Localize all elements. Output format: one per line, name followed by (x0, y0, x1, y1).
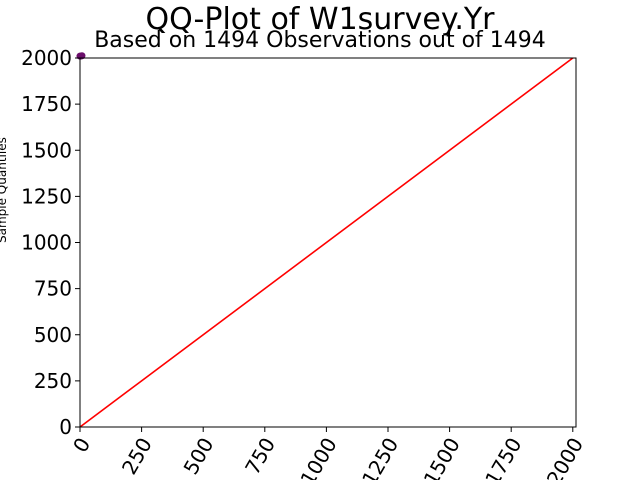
y-tick-label-1: 250 (34, 369, 72, 393)
x-tick-label-6: 1500 (419, 434, 465, 480)
x-tick-label-7: 1750 (480, 434, 526, 480)
y-tick-label-0: 0 (59, 415, 72, 439)
x-tick-label-2: 500 (179, 434, 219, 479)
chart-title: QQ-Plot of W1survey.Yr (145, 2, 495, 37)
x-tick-label-1: 250 (117, 434, 157, 479)
x-tick-label-5: 1250 (357, 434, 403, 480)
y-tick-label-7: 1750 (21, 92, 72, 116)
y-tick-label-2: 500 (34, 323, 72, 347)
y-tick-label-6: 1500 (21, 138, 72, 162)
chart-subtitle: Based on 1494 Observations out of 1494 (94, 28, 546, 53)
y-tick-label-5: 1250 (21, 184, 72, 208)
x-tick-label-0: 0 (68, 434, 95, 457)
x-tick-label-3: 750 (240, 434, 280, 479)
x-tick-label-8: 2000 (542, 434, 588, 480)
y-tick-label-3: 750 (34, 277, 72, 301)
y-tick-label-8: 2000 (21, 46, 72, 70)
y-tick-label-4: 1000 (21, 231, 72, 255)
reference-line (80, 58, 575, 427)
x-tick-label-4: 1000 (295, 434, 341, 480)
